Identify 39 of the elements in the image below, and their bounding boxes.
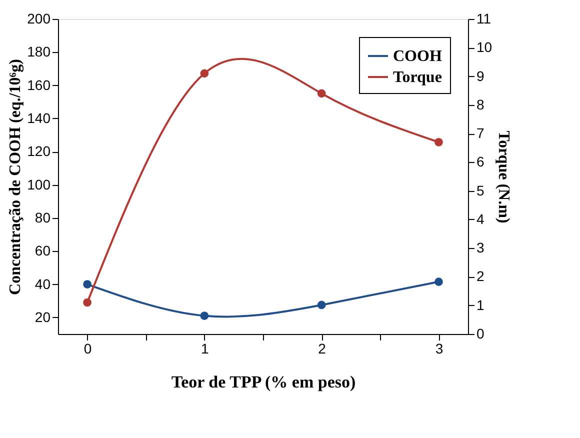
y2-tick-label: 2 — [476, 268, 484, 284]
legend-label: COOH — [393, 48, 442, 65]
point — [317, 89, 326, 98]
y2-tick-label: 5 — [476, 182, 484, 198]
point — [317, 300, 326, 310]
y2-tick-label: 4 — [476, 210, 484, 227]
point — [200, 69, 209, 78]
y-tick-label: 200 — [27, 10, 51, 26]
legend-label: Torque — [393, 69, 442, 86]
y-axis-title: Concentração de COOH (eq./10⁶g) — [7, 59, 24, 295]
y-tick-label: 100 — [27, 176, 51, 192]
y2-tick-label: 7 — [476, 125, 484, 142]
y-tick-label: 140 — [27, 110, 51, 126]
y2-tick-label: 0 — [476, 326, 484, 342]
point — [200, 312, 209, 320]
point — [83, 298, 92, 307]
y2-tick-label: 11 — [476, 10, 492, 26]
y-tick-label: 80 — [34, 209, 51, 226]
y2-tick-label: 3 — [476, 240, 484, 256]
y2-tick-label: 6 — [476, 154, 484, 170]
x-tick-label: 2 — [318, 340, 326, 356]
x-tick-label: 0 — [84, 340, 92, 356]
y-tick-label: 160 — [27, 76, 51, 93]
y-tick-label: 120 — [27, 143, 51, 160]
x-tick-label: 1 — [201, 340, 210, 356]
y-tick-label: 180 — [27, 44, 51, 60]
point — [434, 138, 443, 146]
y2-tick-label: 10 — [476, 39, 492, 56]
y2-tick-label: 1 — [476, 296, 484, 313]
point — [434, 278, 443, 286]
y2-tick-label: 9 — [476, 68, 484, 84]
y2-tick-label: 8 — [476, 96, 484, 112]
y-tick-label: 40 — [34, 276, 51, 292]
y2-axis-title: Torque (N.m) — [495, 130, 512, 224]
point — [83, 280, 92, 288]
y-tick-label: 20 — [34, 308, 51, 325]
x-axis-title: Teor de TPP (% em peso) — [171, 372, 356, 392]
x-tick-label: 3 — [435, 340, 444, 356]
y-tick-label: 60 — [34, 242, 51, 259]
